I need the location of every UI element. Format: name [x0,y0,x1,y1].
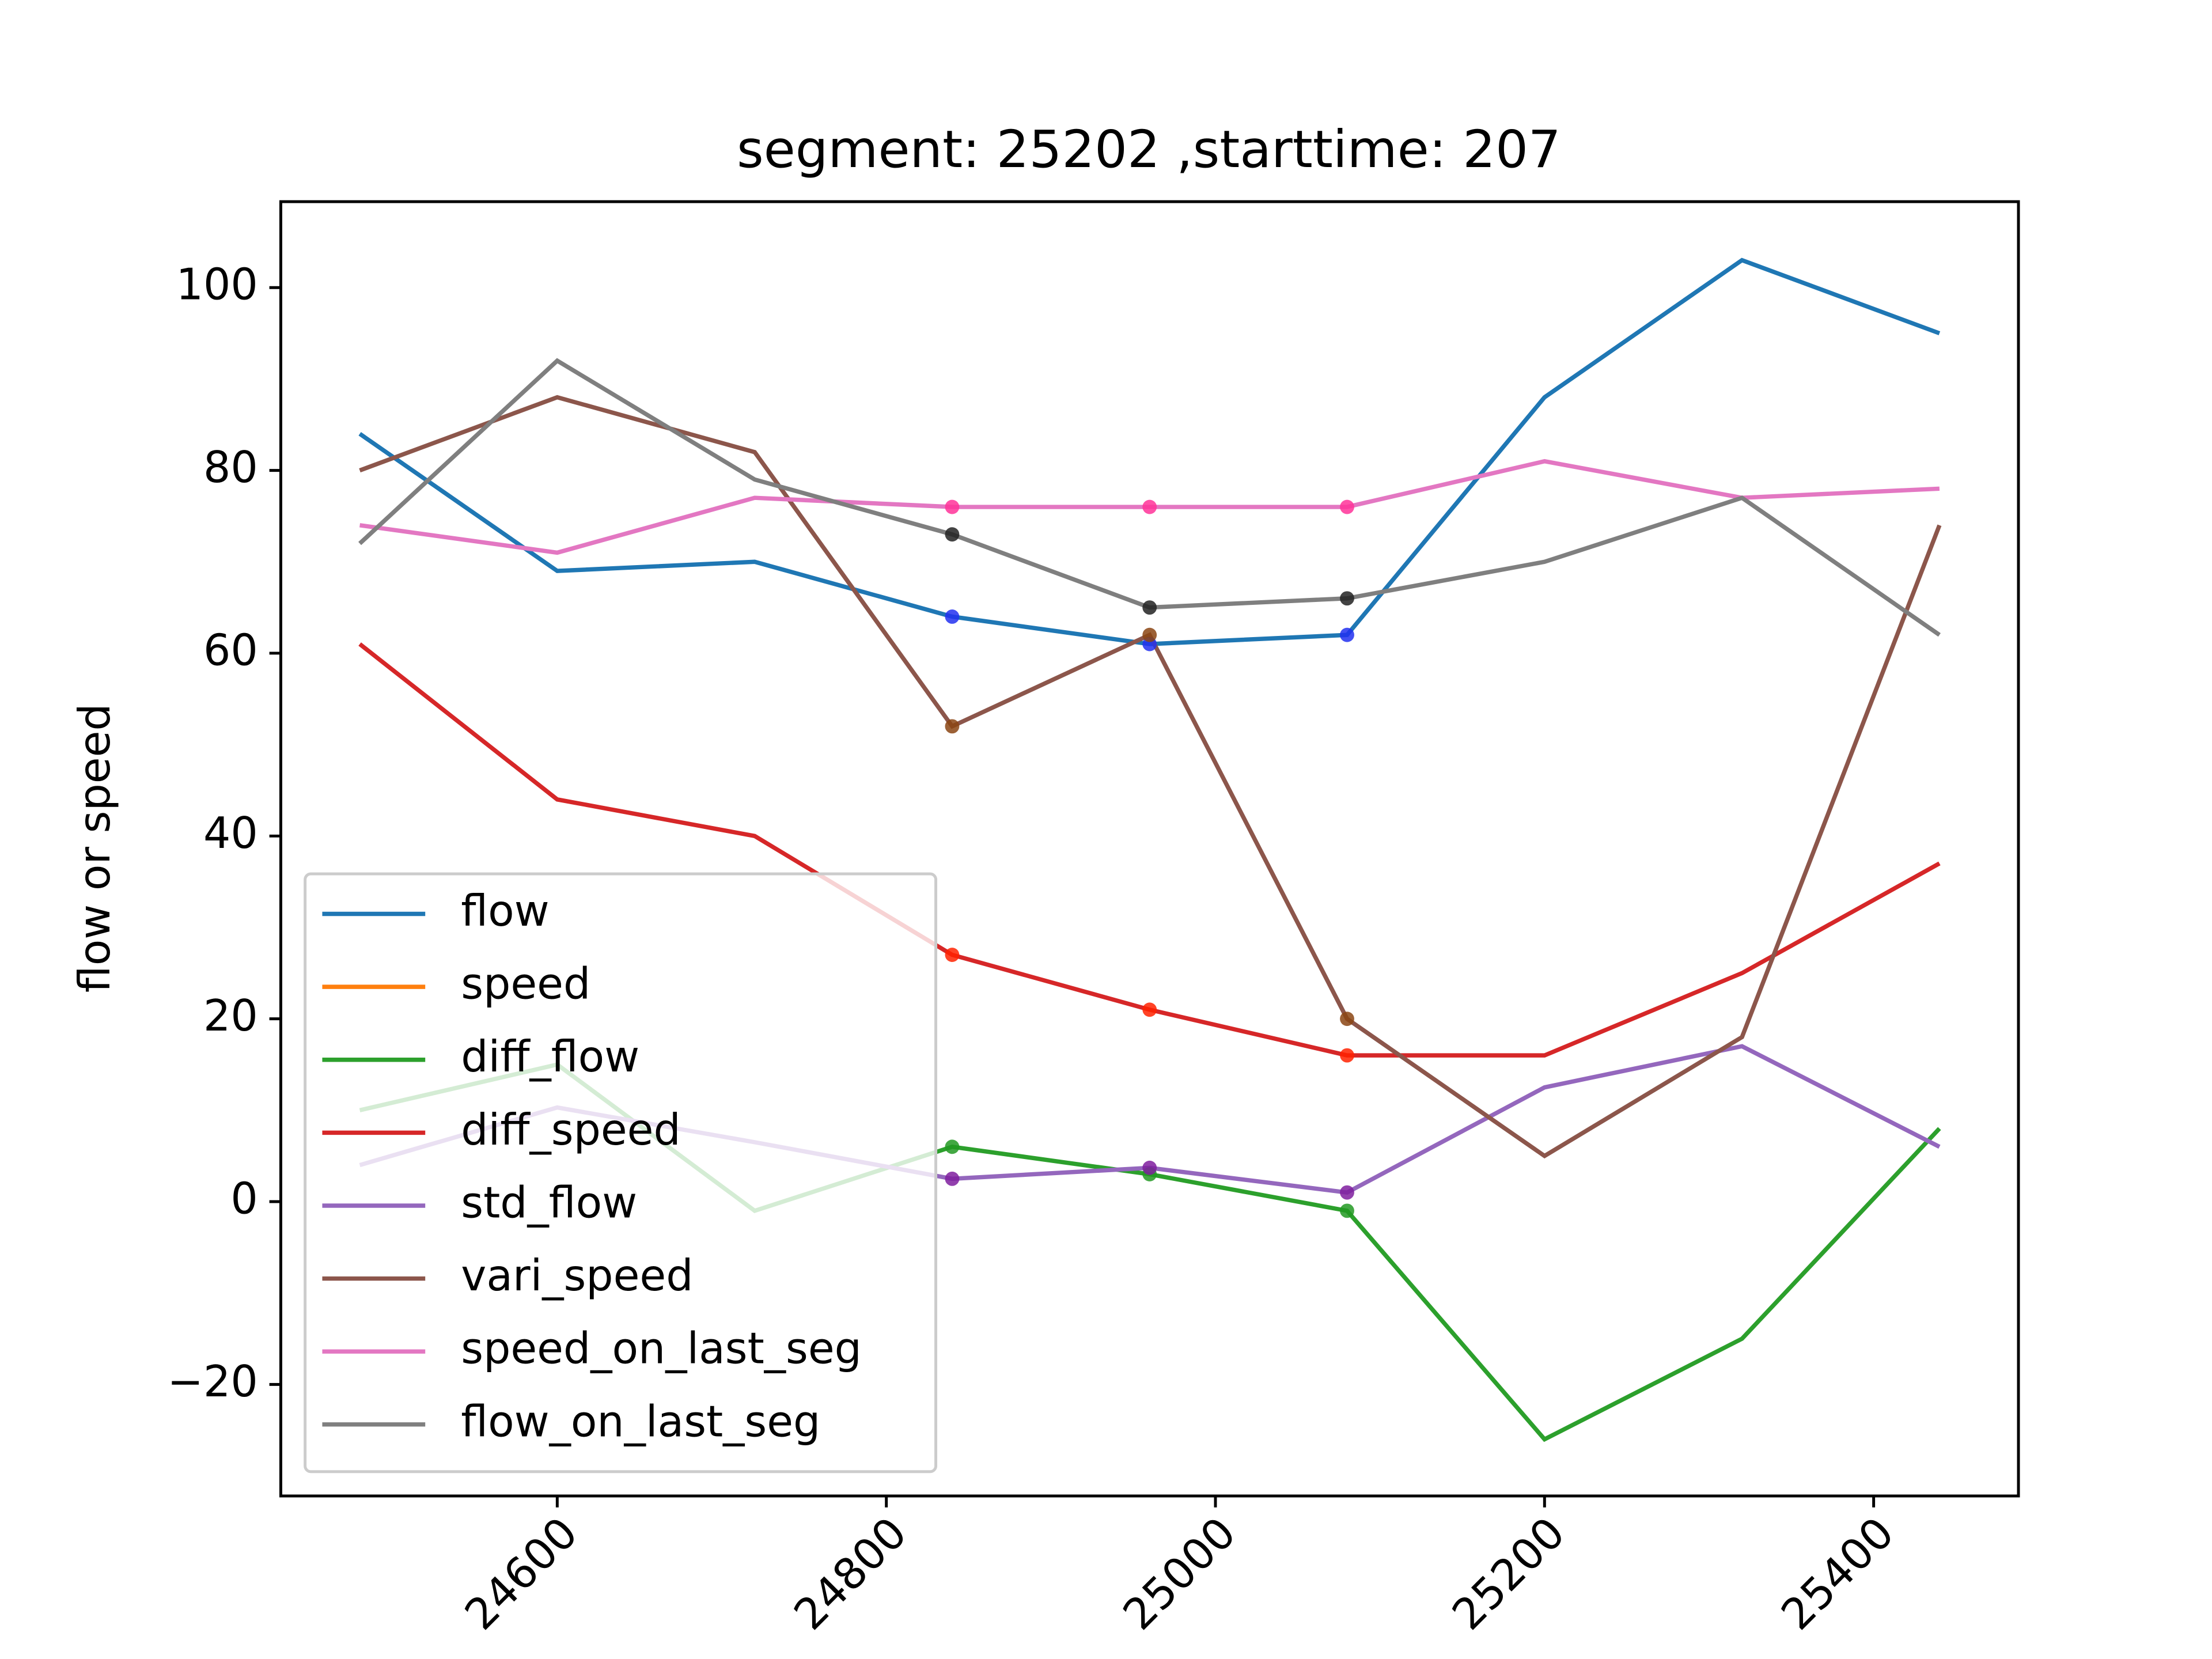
highlight-point [945,1139,960,1154]
highlight-point [1142,1002,1157,1017]
x-tick-label: 24600 [455,1508,587,1639]
y-tick-label: 80 [203,442,258,493]
legend-label: std_flow [461,1177,637,1228]
legend-label: speed_on_last_seg [461,1324,862,1374]
y-tick-label: 40 [203,808,258,858]
plot-frame [279,200,2020,1498]
series-line [358,257,1941,646]
series-line [358,358,1941,637]
legend-label: flow_on_last_seg [461,1396,820,1446]
chart-title: segment: 25202 ,starttime: 207 [737,120,1561,180]
x-tick-label: 25000 [1113,1508,1245,1639]
legend-label: diff_speed [461,1105,680,1155]
y-tick-label: 20 [203,991,258,1041]
y-tick-label: 0 [230,1174,257,1224]
highlight-point [945,719,960,734]
legend-label: flow [461,886,549,936]
y-axis-label: flow or speed [70,703,120,993]
legend-label: diff_flow [461,1032,639,1082]
highlight-point [945,948,960,962]
y-tick-label: 60 [203,625,258,675]
highlight-point [1340,1012,1354,1027]
x-tick-label: 25200 [1442,1508,1574,1639]
x-tick-label: 25400 [1772,1508,1904,1639]
highlight-point [945,527,960,542]
legend-label: vari_speed [461,1251,693,1301]
legend-label: speed [461,959,590,1009]
highlight-point [1340,499,1354,514]
highlight-point [1142,499,1157,514]
highlight-point [1340,627,1354,642]
highlight-point [945,499,960,514]
highlight-point [1142,1160,1157,1175]
highlight-point [945,1171,960,1186]
x-tick-label: 24800 [785,1508,916,1639]
y-tick-label: −20 [168,1357,258,1407]
y-tick-label: 100 [176,260,258,310]
highlight-point [1142,627,1157,642]
highlight-point [945,609,960,624]
highlight-point [1340,1203,1354,1218]
legend-box [304,872,938,1474]
highlight-point [1340,1048,1354,1063]
highlight-point [1340,591,1354,606]
highlight-point [1142,600,1157,615]
highlight-point [1340,1185,1354,1200]
